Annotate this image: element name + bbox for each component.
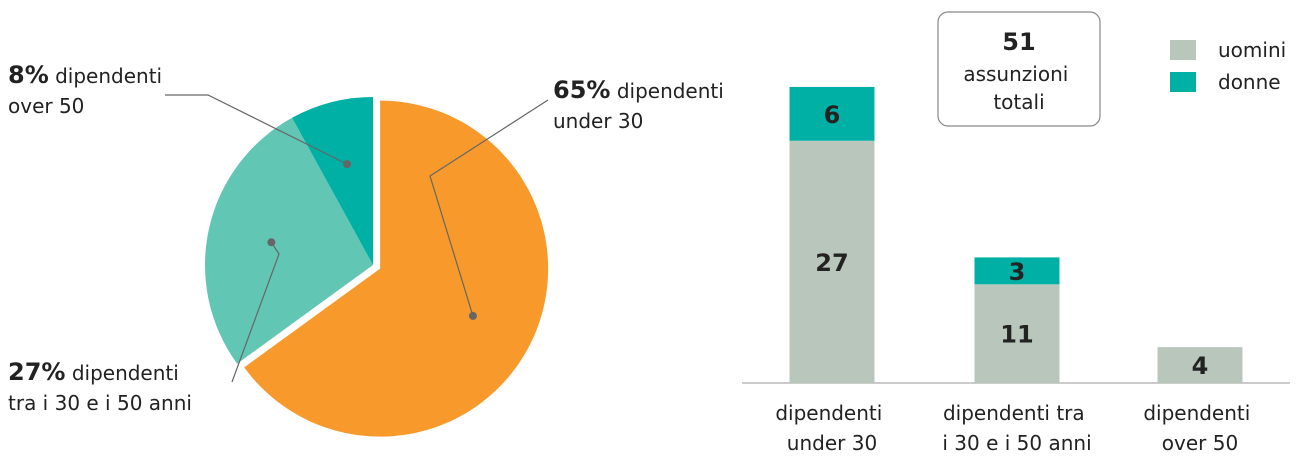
annotation-value: 51	[1002, 28, 1035, 56]
pie-label: 27% dipendenti tra i 30 e i 50 anni	[8, 358, 192, 415]
x-tick-label: dipendenti tra i 30 e i 50 anni	[942, 401, 1091, 455]
bar-value-label: 4	[1192, 352, 1209, 380]
pie-slice	[204, 117, 373, 364]
leader-dot	[468, 311, 477, 320]
x-tick-label: dipendenti over 50	[1143, 401, 1256, 455]
pie-label: 8% dipendenti over 50	[8, 61, 168, 118]
legend-swatch	[1170, 40, 1196, 60]
bar-value-label: 11	[1000, 321, 1033, 349]
leader-dot	[343, 160, 352, 169]
bar-value-label: 27	[815, 249, 848, 277]
legend-label: uomini	[1218, 38, 1286, 62]
bar-segment	[974, 284, 1060, 383]
bar-segment	[789, 140, 875, 383]
legend-label: donne	[1218, 70, 1281, 94]
pie-category: dipendenti under 30	[553, 79, 730, 133]
annotation-text: assunzioni totali	[963, 62, 1074, 114]
bar-segment	[974, 257, 1060, 285]
bar-value-label: 3	[1009, 258, 1026, 286]
pie-slice	[244, 100, 549, 437]
bar-value-label: 6	[824, 101, 841, 129]
x-tick-label: dipendenti under 30	[775, 401, 888, 455]
annotation-box	[937, 11, 1101, 127]
pie-category: dipendenti over 50	[8, 64, 168, 118]
bar-segment	[789, 86, 875, 141]
leader-dot	[267, 238, 276, 247]
pie-value-label: 65%	[553, 76, 610, 104]
pie-category: dipendenti tra i 30 e i 50 anni	[8, 361, 192, 415]
leader-line	[231, 241, 280, 383]
pie-slice	[292, 97, 373, 265]
legend-swatch	[1170, 72, 1196, 92]
leader-line	[165, 94, 348, 165]
leader-line	[429, 99, 549, 317]
pie-value-label: 27%	[8, 358, 65, 386]
bar-segment	[1157, 347, 1243, 383]
pie-label: 65% dipendenti under 30	[553, 76, 730, 133]
pie-value-label: 8%	[8, 61, 49, 89]
